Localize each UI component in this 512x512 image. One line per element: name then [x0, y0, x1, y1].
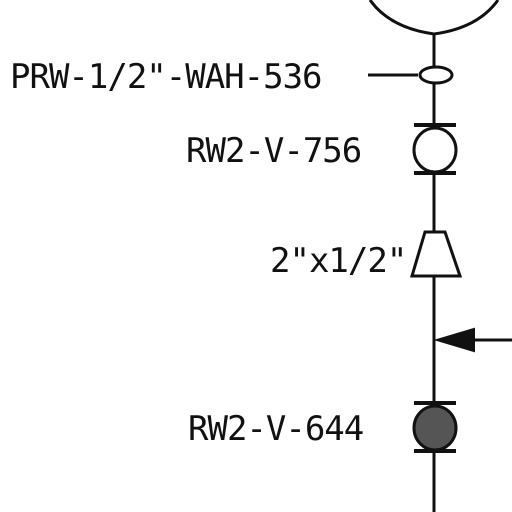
- reducer-label: 2"x1/2": [270, 241, 406, 281]
- valve-lower-label: RW2-V-644: [188, 409, 363, 449]
- vessel-icon: [368, 0, 500, 36]
- ball-valve-closed-icon[interactable]: [412, 401, 458, 453]
- line-tag-ellipse-icon: [418, 65, 454, 85]
- concentric-reducer-icon[interactable]: [409, 230, 463, 278]
- line-id-label: PRW-1/2"-WAH-536: [10, 57, 322, 97]
- ball-valve-open-icon[interactable]: [412, 123, 458, 175]
- flow-arrow-icon: [433, 327, 512, 353]
- valve-upper-label: RW2-V-756: [186, 131, 361, 171]
